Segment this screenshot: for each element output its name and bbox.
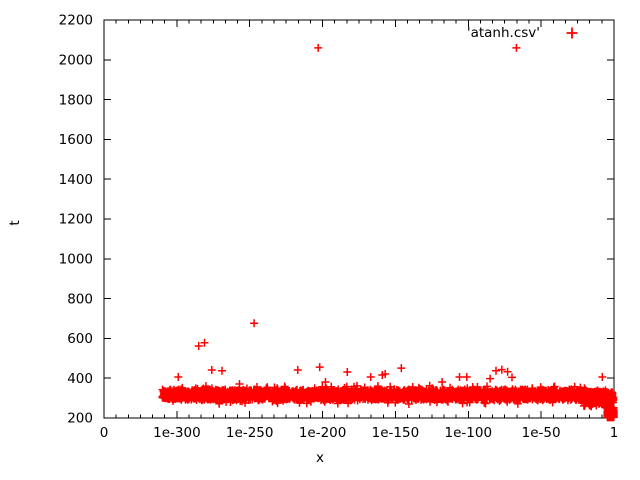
- x-axis-label: x: [316, 450, 324, 466]
- minor-ticks: [115, 20, 603, 418]
- y-tick-label: 200: [67, 411, 93, 427]
- axis-ticks: [103, 19, 615, 419]
- x-tick-label: 0: [100, 425, 109, 441]
- y-tick-label: 400: [67, 371, 93, 387]
- data-points: [158, 43, 618, 422]
- y-tick-label: 800: [67, 291, 93, 307]
- y-tick-label: 1000: [59, 252, 93, 268]
- x-tick-label: 1e-300: [153, 425, 201, 441]
- scatter-points-path: [158, 43, 618, 422]
- y-tick-label: 1200: [59, 212, 93, 228]
- legend: 'atanh.csv': [467, 25, 578, 41]
- y-tick-label: 2000: [59, 53, 93, 69]
- legend-plus-marker-icon: [566, 27, 578, 39]
- y-tick-label: 1600: [59, 132, 93, 148]
- x-tick-label: 1: [610, 425, 619, 441]
- y-tick-label: 1800: [59, 92, 93, 108]
- x-tick-label: 1e-50: [522, 425, 561, 441]
- y-tick-label: 600: [67, 331, 93, 347]
- x-tick-label: 1e-250: [226, 425, 274, 441]
- y-axis-label: t: [7, 220, 23, 225]
- plot-border: [103, 19, 615, 419]
- y-axis-tick-labels: 200 400 600 800 1000 1200 1400 1600 1800 2000 2200: [59, 13, 93, 427]
- legend-label: 'atanh.csv': [467, 25, 540, 41]
- plot-frame: [103, 19, 615, 419]
- plus-icon: [566, 27, 578, 39]
- y-tick-label: 2200: [59, 13, 93, 29]
- major-ticks: [103, 19, 615, 419]
- x-tick-label: 1e-150: [372, 425, 420, 441]
- y-tick-label: 1400: [59, 172, 93, 188]
- x-axis-tick-labels: 0 1e-300 1e-250 1e-200 1e-150 1e-100 1e-50 1: [100, 425, 619, 441]
- x-tick-label: 1e-200: [299, 425, 347, 441]
- x-tick-label: 1e-100: [445, 425, 493, 441]
